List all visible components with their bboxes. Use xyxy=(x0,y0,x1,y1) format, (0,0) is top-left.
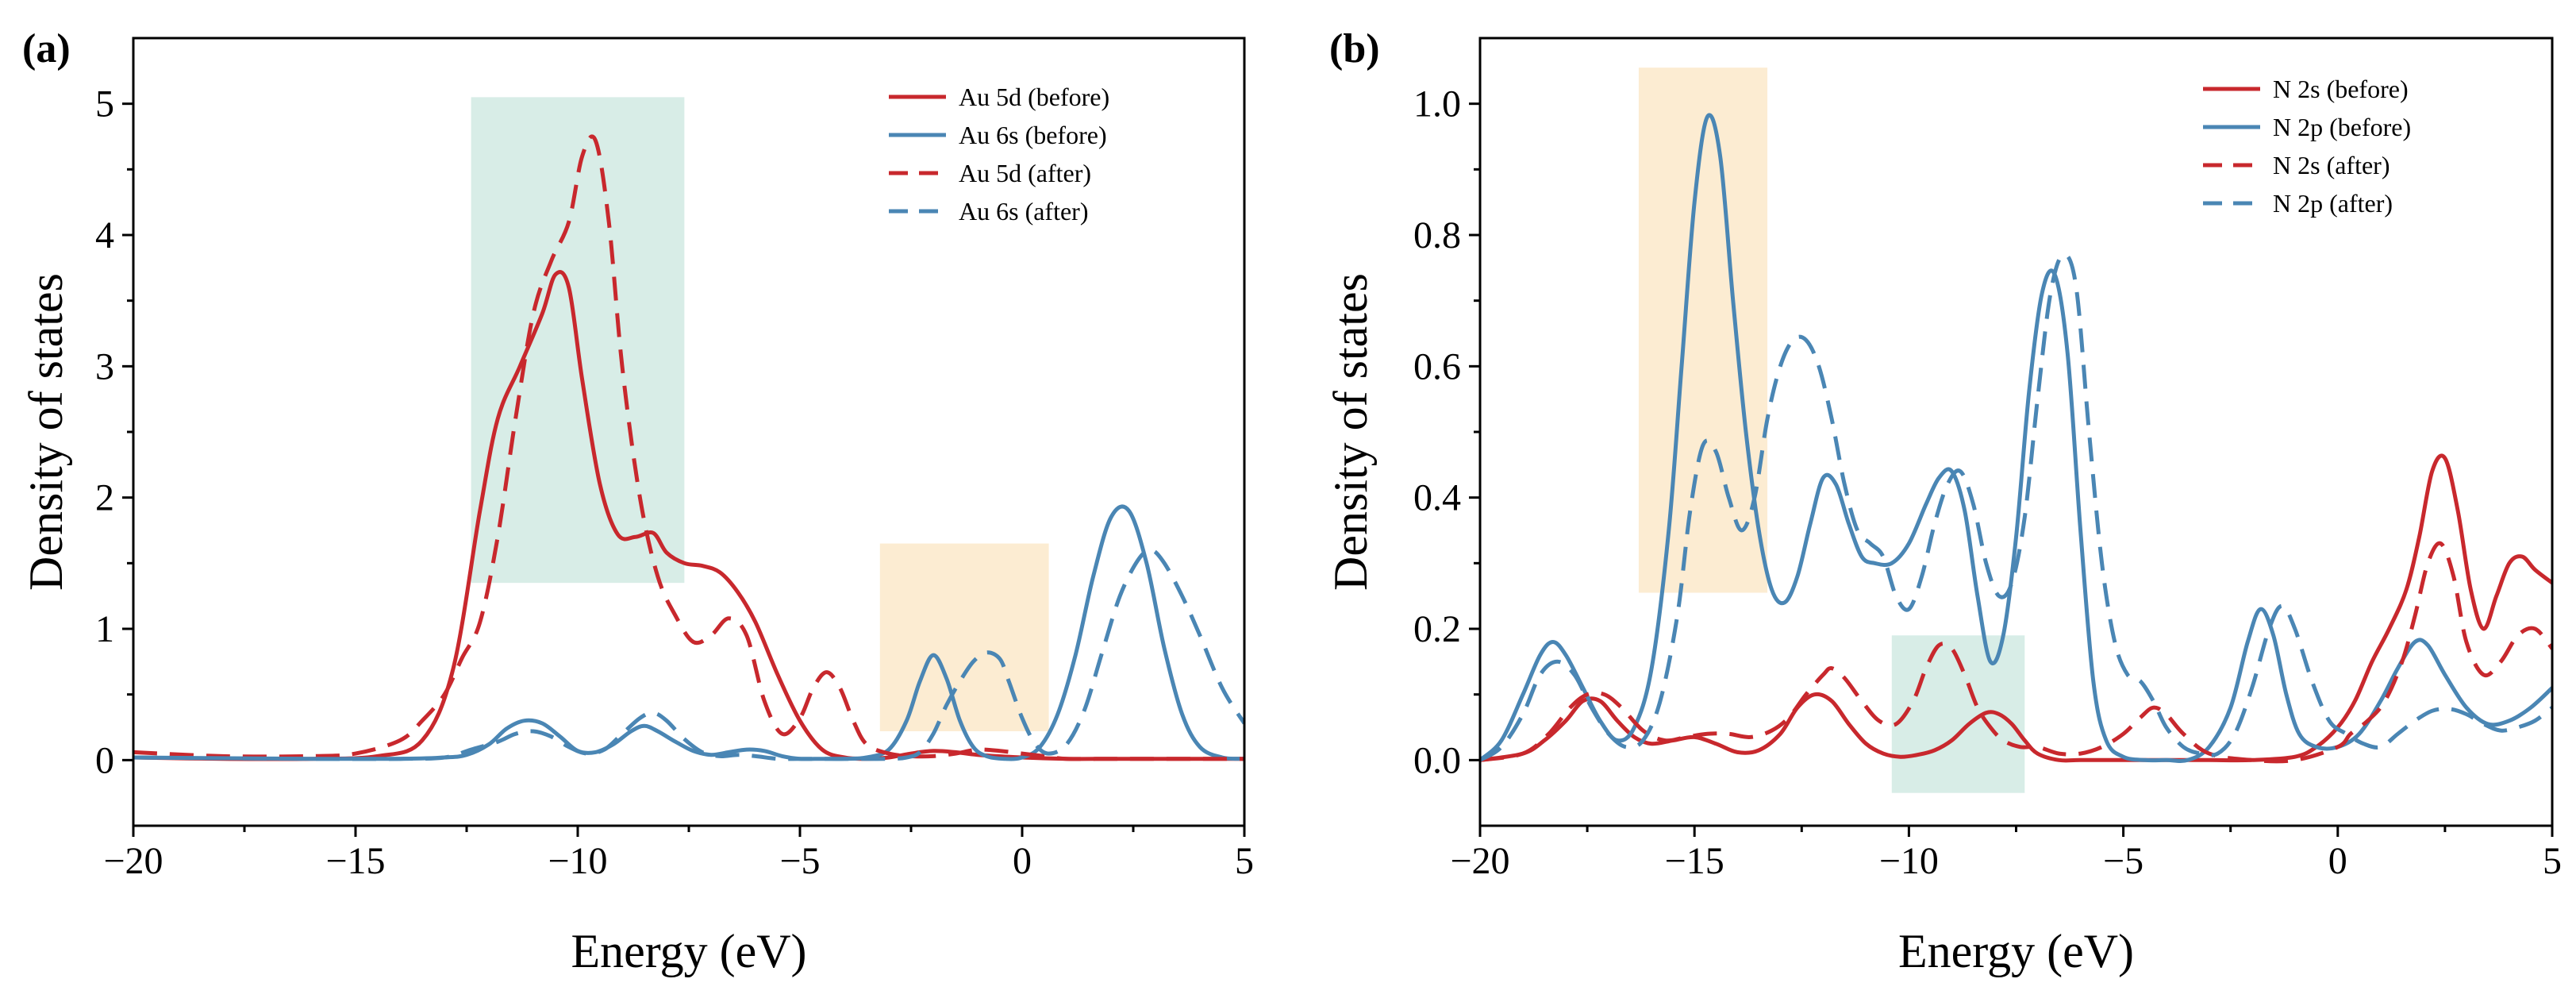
x-tick-label: −20 xyxy=(1450,840,1509,882)
x-tick-label: −15 xyxy=(1665,840,1724,882)
highlight-box-1 xyxy=(879,543,1049,731)
panel-label: (a) xyxy=(22,26,71,71)
series-line-au-6s-after xyxy=(133,548,1244,761)
plot-frame xyxy=(132,37,1246,827)
y-tick-label: 1.0 xyxy=(1413,83,1461,125)
series-line-n-2p-before xyxy=(1480,113,2552,764)
x-tick-label: −10 xyxy=(548,840,607,882)
y-tick-label: 4 xyxy=(95,214,114,256)
y-tick-label: 5 xyxy=(95,83,114,125)
x-axis-title: Energy (eV) xyxy=(571,925,806,977)
highlight-box-0 xyxy=(1638,67,1768,593)
panel-label: (b) xyxy=(1329,26,1380,71)
legend-label: Au 6s (before) xyxy=(959,121,1107,149)
y-tick-label: 2 xyxy=(95,477,114,519)
legend-label: N 2p (before) xyxy=(2273,113,2411,141)
x-tick-label: −5 xyxy=(779,840,820,882)
panel-b: −20 −15 −10 −5 0 5 0.0 0.2 0.4 0.6 0.8 1.0 Energy (e… xyxy=(1325,26,2562,977)
legend-label: Au 5d (after) xyxy=(959,159,1091,187)
x-tick-label: −20 xyxy=(103,840,163,882)
y-tick-label: 0.0 xyxy=(1413,739,1461,781)
x-tick-label: 5 xyxy=(2543,840,2562,882)
series-line-au-5d-before xyxy=(133,270,1244,761)
y-tick-label: 1 xyxy=(95,608,114,650)
legend-label: N 2s (before) xyxy=(2273,75,2409,103)
x-tick-label: −10 xyxy=(1879,840,1939,882)
x-tick-label: 0 xyxy=(1013,840,1032,882)
y-tick-label: 0.2 xyxy=(1413,608,1461,650)
y-tick-label: 0.4 xyxy=(1413,477,1461,519)
legend-label: N 2p (after) xyxy=(2273,189,2393,218)
y-axis-title: Density of states xyxy=(1325,273,1377,591)
panel-a: −20 −15 −10 −5 0 5 0 1 2 3 4 5 Energy (eV) Density of… xyxy=(20,26,1254,977)
x-tick-label: 0 xyxy=(2328,840,2347,882)
legend-label: Au 6s (after) xyxy=(959,197,1088,225)
y-axis-title: Density of states xyxy=(20,273,72,591)
x-tick-label: 5 xyxy=(1235,840,1254,882)
y-tick-label: 0 xyxy=(95,739,114,781)
series-line-n-2s-after xyxy=(1480,541,2552,764)
y-tick-label: 0.8 xyxy=(1413,214,1461,256)
series-line-au-6s-before xyxy=(133,504,1244,761)
x-tick-label: −15 xyxy=(325,840,385,882)
series-line-n-2p-after xyxy=(1480,252,2552,762)
y-tick-label: 3 xyxy=(95,345,114,387)
x-axis-title: Energy (eV) xyxy=(1898,925,2134,977)
x-tick-label: −5 xyxy=(2103,840,2143,882)
series-line-au-5d-after xyxy=(133,134,1244,761)
legend-label: N 2s (after) xyxy=(2273,151,2390,179)
y-tick-label: 0.6 xyxy=(1413,345,1461,387)
legend-label: Au 5d (before) xyxy=(959,83,1109,111)
